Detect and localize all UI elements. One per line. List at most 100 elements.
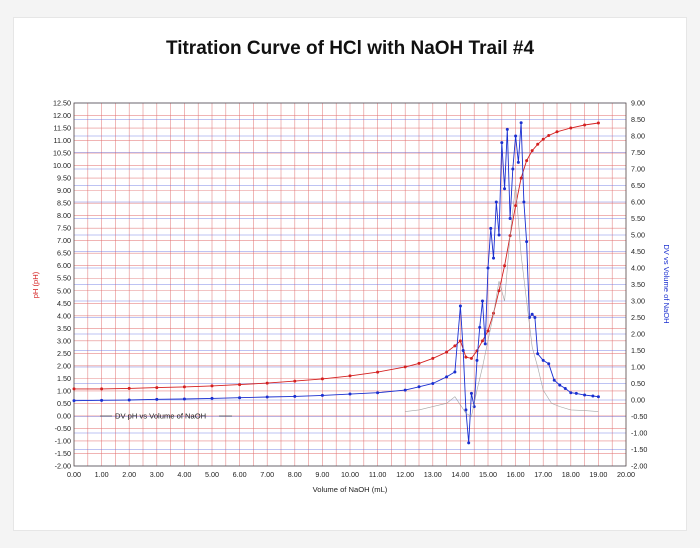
plot-area — [72, 121, 600, 445]
dv-data-point — [486, 266, 490, 270]
dv-data-point — [238, 396, 242, 400]
y2-tick-label: 7.00 — [631, 165, 645, 174]
x-tick-label: 15.00 — [479, 470, 497, 479]
dv-data-point — [210, 396, 214, 400]
y-tick-label: 2.50 — [57, 349, 71, 358]
dv-data-point — [533, 316, 537, 319]
dv-data-point — [492, 256, 496, 260]
dv-data-point — [541, 358, 545, 362]
dv-data-point — [100, 398, 104, 402]
dv-data-point — [469, 391, 473, 395]
dv-data-point — [265, 395, 269, 399]
y2-tick-label: 9.00 — [631, 99, 645, 108]
y-tick-label: 10.00 — [53, 161, 71, 170]
ph-data-point — [541, 137, 545, 141]
y2-tick-label: 5.50 — [631, 214, 645, 223]
tick-labels: 0.00 1.00 2.00 3.00 4.00 5.00 6.00 7.00 8.00 9.00… — [53, 99, 647, 480]
ph-data-point — [453, 344, 457, 348]
ph-data-point — [127, 386, 131, 390]
y2-tick-label: -2.00 — [631, 462, 647, 471]
x-tick-label: 19.00 — [589, 470, 607, 479]
y2-tick-label: 7.50 — [631, 148, 645, 157]
y-tick-label: -1.00 — [55, 436, 71, 445]
dv-data-point — [72, 399, 76, 403]
dv-data-point — [155, 397, 159, 401]
y-tick-label: 5.00 — [57, 286, 71, 295]
x-tick-label: 0.00 — [67, 470, 81, 479]
dv-data-point — [530, 312, 534, 316]
dv-data-point — [348, 392, 352, 396]
ph-data-point — [514, 204, 518, 208]
dv-data-point — [519, 121, 523, 125]
x-tick-label: 10.00 — [341, 470, 359, 479]
y-tick-label: 0.00 — [57, 411, 71, 420]
y-tick-label: 10.50 — [53, 149, 71, 158]
ph-data-point — [348, 374, 352, 378]
y-tick-label: 11.00 — [54, 136, 71, 145]
y2-tick-label: 5.00 — [631, 231, 645, 240]
ph-data-point — [503, 264, 507, 268]
ph-data-point — [464, 355, 468, 359]
y2-tick-label: 6.50 — [631, 181, 645, 190]
y2-tick-label: 4.00 — [631, 264, 645, 273]
y-tick-label: 1.00 — [57, 386, 71, 395]
ph-data-point — [530, 149, 534, 153]
y2-tick-label: 4.50 — [631, 247, 645, 256]
ph-data-point — [497, 289, 501, 293]
dv-data-point — [547, 362, 551, 366]
plot-frame — [73, 102, 627, 467]
y2-tick-label: -1.50 — [631, 445, 647, 454]
dv-data-point — [431, 382, 435, 385]
ph-data-point — [596, 121, 600, 125]
ph-data-point — [569, 126, 573, 130]
x-tick-label: 8.00 — [288, 470, 302, 479]
y2-tick-label: 0.00 — [631, 396, 645, 405]
y-tick-label: 4.50 — [57, 299, 71, 308]
dv-data-point — [494, 200, 498, 204]
x-tick-label: 1.00 — [95, 470, 109, 479]
ph-data-point — [100, 387, 104, 391]
x-axis-label: Volume of NaOH (mL) — [313, 485, 388, 494]
ph-data-point — [182, 385, 186, 389]
dv-data-point — [583, 393, 587, 397]
ph-data-point — [417, 361, 421, 365]
x-tick-label: 5.00 — [205, 470, 219, 479]
y-tick-label: 4.00 — [57, 311, 71, 320]
dv-data-point — [445, 375, 449, 379]
ph-data-point — [155, 386, 159, 390]
legend: DV pH vs Volume of NaOH — [100, 412, 232, 421]
dv-data-point — [478, 325, 482, 329]
x-tick-label: 17.00 — [534, 470, 552, 479]
y-tick-label: -0.50 — [55, 424, 71, 433]
y-tick-label: 12.50 — [53, 99, 71, 108]
dv-data-point — [417, 385, 421, 389]
ph-data-point — [555, 130, 559, 134]
y2-tick-label: 3.50 — [631, 280, 645, 289]
x-tick-label: 11.00 — [369, 470, 386, 479]
dv-data-point — [514, 134, 518, 138]
ph-data-point — [293, 379, 297, 383]
ph-data-point — [486, 329, 490, 333]
dv-data-point — [596, 395, 600, 399]
y2-tick-label: 0.50 — [631, 379, 645, 388]
secondary-curve-line — [405, 185, 599, 417]
ph-data-point — [403, 365, 407, 369]
dv-data-point — [522, 200, 526, 204]
x-tick-label: 3.00 — [150, 470, 164, 479]
y-tick-label: 8.00 — [57, 211, 71, 220]
ph-data-point — [72, 387, 76, 391]
dv-data-point — [497, 233, 501, 237]
y-tick-label: 5.50 — [57, 274, 71, 283]
ph-data-point — [458, 339, 462, 343]
dv-data-point — [500, 141, 504, 145]
y2-tick-label: 1.00 — [631, 363, 645, 372]
y-tick-label: 9.50 — [57, 174, 71, 183]
dv-data-point — [464, 408, 468, 412]
dv-data-point — [320, 393, 324, 397]
dv-data-point — [293, 394, 297, 398]
x-tick-label: 9.00 — [315, 470, 329, 479]
y-tick-label: -2.00 — [55, 462, 71, 471]
dv-data-point — [475, 358, 479, 362]
y-tick-label: 9.00 — [57, 186, 71, 195]
